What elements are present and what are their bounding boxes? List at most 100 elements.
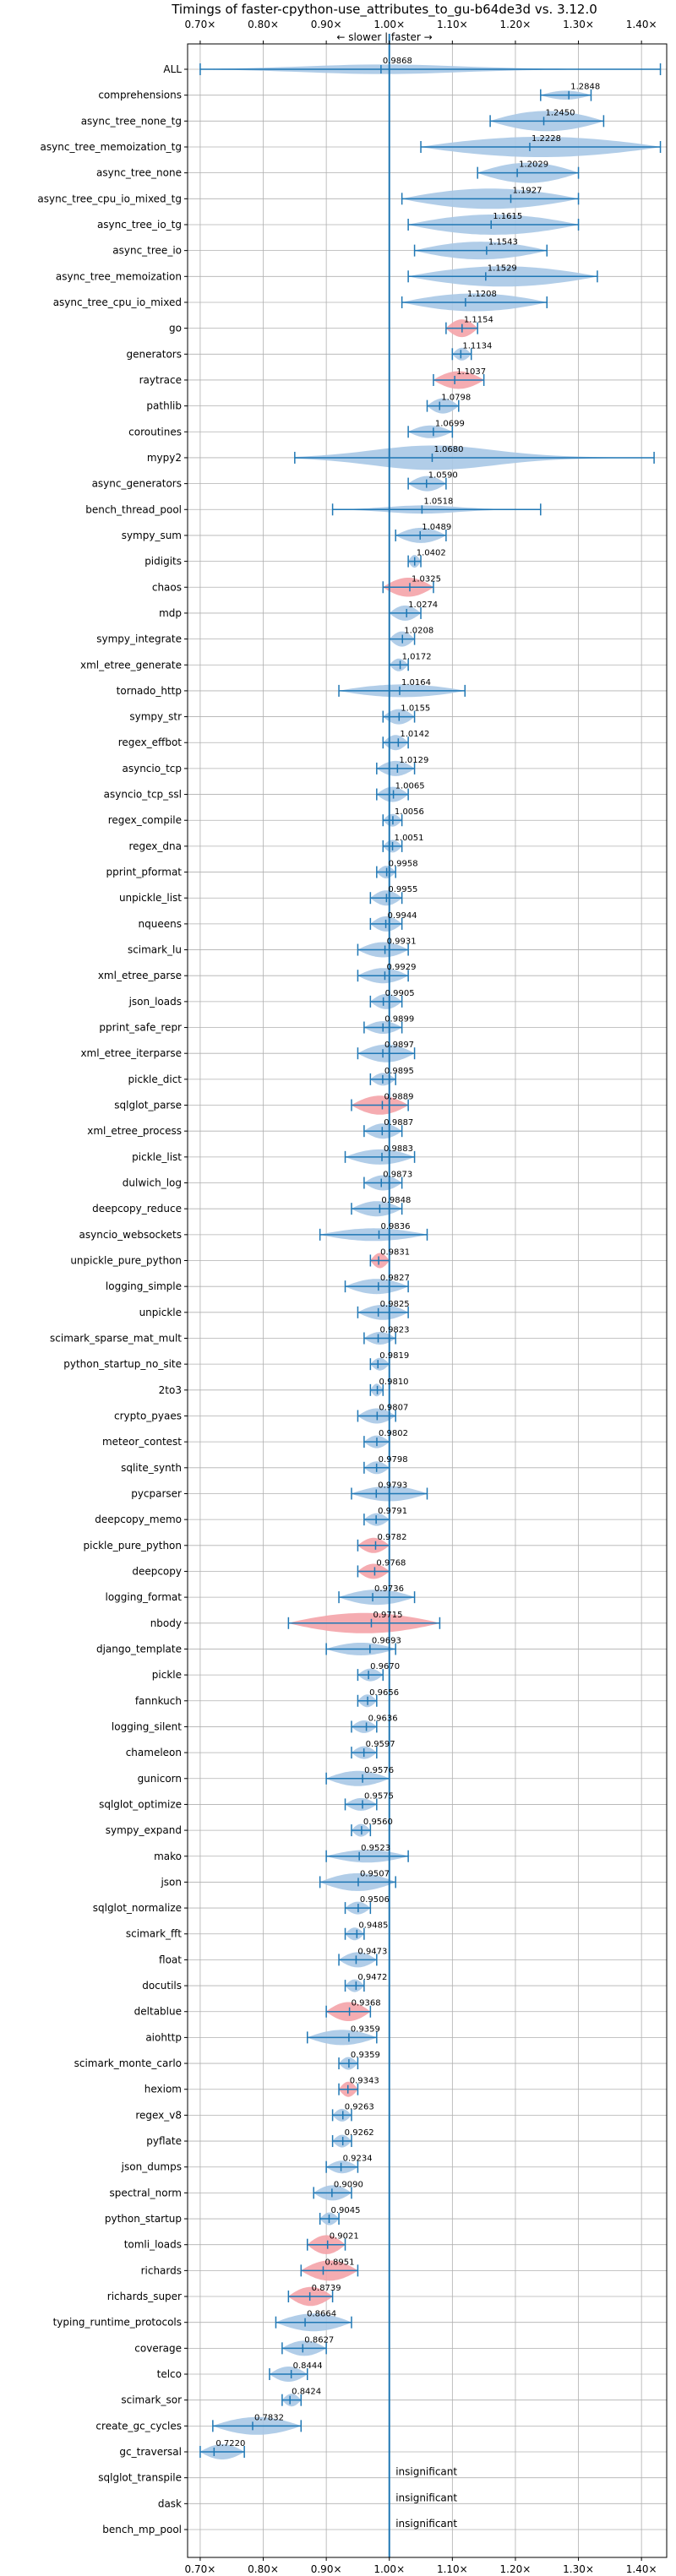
y-tick-label: tornado_http bbox=[117, 685, 182, 697]
value-label: 0.8444 bbox=[293, 2361, 323, 2371]
y-tick-label: xml_etree_iterparse bbox=[80, 1047, 182, 1059]
y-tick-label: docutils bbox=[142, 1980, 182, 1992]
y-tick-label: gunicorn bbox=[138, 1773, 182, 1785]
y-tick-label: xml_etree_generate bbox=[80, 659, 182, 671]
insignificant-label: insignificant bbox=[395, 2492, 457, 2503]
value-label: 1.2029 bbox=[519, 160, 548, 170]
x-tick-label-top: 0.80× bbox=[248, 19, 279, 30]
value-label: 1.1037 bbox=[456, 367, 486, 377]
y-tick-label: sympy_integrate bbox=[96, 633, 182, 645]
y-tick-label: deepcopy_reduce bbox=[92, 1203, 182, 1215]
y-tick-label: sympy_expand bbox=[106, 1824, 182, 1836]
y-tick-label: regex_v8 bbox=[135, 2109, 182, 2121]
x-tick-label-bottom: 1.00× bbox=[373, 2563, 405, 2575]
value-label-group: 0.9868 1.2848 1.2450 1.2228 1.2029 1.1927 1.16… bbox=[215, 57, 600, 2530]
value-label: 0.9485 bbox=[358, 1921, 388, 1931]
direction-label: ← slower | faster → bbox=[336, 31, 432, 43]
y-tick-label: pickle_list bbox=[132, 1151, 182, 1163]
y-tick-label: typing_runtime_protocols bbox=[53, 2317, 182, 2329]
y-tick-label: async_tree_memoization_tg bbox=[41, 141, 182, 153]
value-label: 1.0518 bbox=[423, 497, 453, 506]
value-label: 0.9883 bbox=[384, 1144, 413, 1154]
y-tick-label: chameleon bbox=[126, 1747, 182, 1758]
y-tick-label: deltablue bbox=[134, 2006, 182, 2018]
x-tick-label-bottom: 1.30× bbox=[563, 2563, 594, 2575]
value-label: 0.9090 bbox=[334, 2180, 363, 2189]
value-label: 1.0402 bbox=[417, 549, 446, 558]
value-label: 0.9715 bbox=[373, 1611, 402, 1620]
y-tick-label: nbody bbox=[150, 1617, 182, 1629]
value-label: 0.9905 bbox=[385, 989, 415, 998]
value-label: 0.9897 bbox=[384, 1041, 414, 1050]
value-label: 0.8739 bbox=[312, 2284, 341, 2293]
value-label: 1.2848 bbox=[570, 83, 600, 92]
value-label: 0.9656 bbox=[369, 1688, 399, 1698]
y-tick-label: scimark_fft bbox=[126, 1928, 182, 1940]
value-label: 0.9368 bbox=[352, 1999, 381, 2008]
x-tick-label-top: 0.70× bbox=[185, 19, 216, 30]
value-label: 1.1543 bbox=[488, 238, 518, 247]
y-tick-label: bench_thread_pool bbox=[85, 503, 182, 515]
y-tick-label: python_startup_no_site bbox=[63, 1358, 182, 1370]
value-label: 1.0056 bbox=[395, 807, 424, 817]
value-label: 0.9597 bbox=[366, 1740, 395, 1749]
y-tick-label: spectral_norm bbox=[109, 2187, 182, 2198]
y-tick-label: chaos bbox=[152, 581, 182, 593]
value-label: 0.9895 bbox=[384, 1067, 414, 1076]
y-tick-label: logging_format bbox=[105, 1591, 182, 1603]
insignificant-label: insignificant bbox=[395, 2466, 457, 2478]
y-tick-label: meteor_contest bbox=[102, 1436, 182, 1448]
x-tick-label-top: 0.90× bbox=[311, 19, 342, 30]
y-tick-label: async_tree_memoization bbox=[56, 270, 182, 282]
x-tick-label-bottom: 0.70× bbox=[185, 2563, 216, 2575]
value-label: 1.2228 bbox=[532, 134, 561, 144]
x-tick-label-top: 1.30× bbox=[563, 19, 594, 30]
y-tick-label: asyncio_websockets bbox=[79, 1229, 182, 1241]
value-label: 1.0051 bbox=[395, 834, 424, 843]
y-tick-label: telco bbox=[157, 2368, 182, 2380]
y-tick-label: sqlite_synth bbox=[121, 1462, 182, 1474]
y-tick-label: tomli_loads bbox=[124, 2239, 182, 2251]
value-label: 0.9955 bbox=[388, 885, 417, 894]
y-tick-label: pickle_dict bbox=[128, 1073, 183, 1085]
y-tick-label: sqlglot_parse bbox=[114, 1100, 182, 1111]
value-label: 0.9636 bbox=[368, 1714, 398, 1723]
y-tick-label: regex_effbot bbox=[118, 736, 183, 748]
value-label: 1.0065 bbox=[395, 782, 425, 791]
value-label: 1.1615 bbox=[493, 212, 522, 221]
value-label: 0.9576 bbox=[364, 1766, 394, 1775]
value-label: 0.8951 bbox=[324, 2258, 354, 2267]
value-label: 0.9670 bbox=[370, 1662, 400, 1671]
y-tick-label: async_tree_io bbox=[112, 245, 182, 257]
value-label: 0.9693 bbox=[372, 1636, 401, 1645]
value-label: 0.9944 bbox=[388, 911, 417, 921]
value-label: 0.8424 bbox=[292, 2388, 321, 2397]
y-tick-label: 2to3 bbox=[159, 1384, 182, 1396]
x-tick-label-top: 1.10× bbox=[437, 19, 468, 30]
value-label: 1.0489 bbox=[422, 523, 451, 532]
y-tick-label: bench_mp_pool bbox=[102, 2524, 182, 2535]
y-tick-label: unpickle bbox=[139, 1307, 182, 1318]
y-axis-labels: ALL comprehensions async_tree_none_tgasync… bbox=[37, 63, 188, 2535]
y-tick-label: nqueens bbox=[139, 918, 182, 930]
x-tick-label-bottom: 1.20× bbox=[500, 2563, 532, 2575]
value-label: 0.9343 bbox=[350, 2077, 379, 2086]
y-tick-label: pathlib bbox=[146, 400, 182, 412]
y-tick-label: regex_compile bbox=[108, 814, 182, 826]
plot-frame bbox=[187, 43, 668, 2558]
value-label: 0.9506 bbox=[360, 1895, 390, 1905]
value-label: 0.9807 bbox=[379, 1403, 408, 1412]
value-label: 0.9958 bbox=[389, 860, 418, 869]
value-label: 0.9768 bbox=[376, 1558, 406, 1568]
y-tick-label: hexiom bbox=[144, 2084, 182, 2095]
x-tick-label-bottom: 0.90× bbox=[311, 2563, 342, 2575]
value-label: 1.0155 bbox=[401, 704, 430, 714]
y-tick-label: pyflate bbox=[146, 2135, 182, 2147]
value-label: 1.1529 bbox=[488, 264, 517, 273]
insignificant-label: insignificant bbox=[395, 2518, 457, 2530]
value-label: 0.9848 bbox=[381, 1196, 411, 1205]
chart-title: Timings of faster-cpython-use_attributes… bbox=[171, 2, 597, 18]
value-label: 0.9929 bbox=[386, 963, 416, 972]
value-label: 0.7832 bbox=[254, 2413, 284, 2422]
